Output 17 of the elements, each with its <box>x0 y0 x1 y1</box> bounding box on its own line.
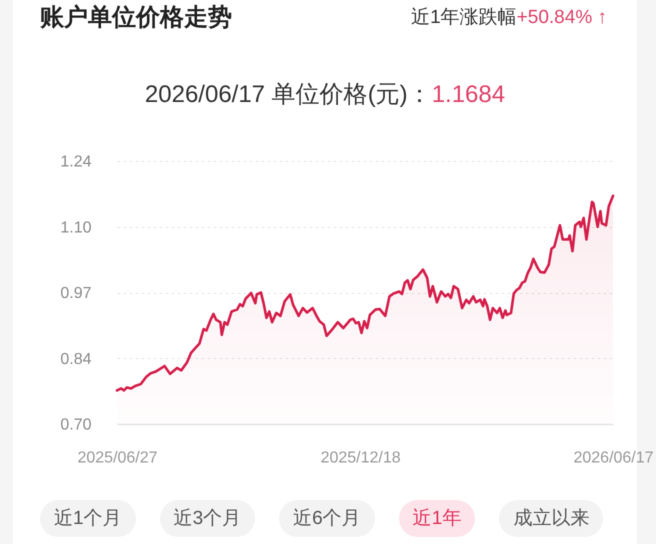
time-range-button: 近6个月 <box>279 500 375 537</box>
y-tick-label: 1.24 <box>60 154 92 170</box>
time-range-button: 近1个月 <box>40 500 136 537</box>
text: 1.1684 <box>432 81 506 108</box>
text: +50.84% ↑ <box>516 7 607 28</box>
y-tick-label: 1.10 <box>60 219 92 236</box>
time-range-button: 成立以来 <box>499 500 604 537</box>
x-tick-label: 2025/12/18 <box>320 450 401 466</box>
chart-title: 账户单位价格走势 <box>40 4 232 31</box>
y-tick-label: 0.70 <box>60 416 92 434</box>
time-range-button: 近3个月 <box>160 500 256 537</box>
x-tick-label: 2026/06/17 <box>573 450 654 466</box>
y-tick-label: 0.84 <box>60 350 92 368</box>
text: 近1年涨跌幅 <box>411 7 517 28</box>
x-tick-label: 2025/06/27 <box>77 450 158 466</box>
y-tick-label: 0.97 <box>60 285 92 302</box>
chart-subtitle: 2026/06/17 单位价格(元)： <box>144 81 432 108</box>
